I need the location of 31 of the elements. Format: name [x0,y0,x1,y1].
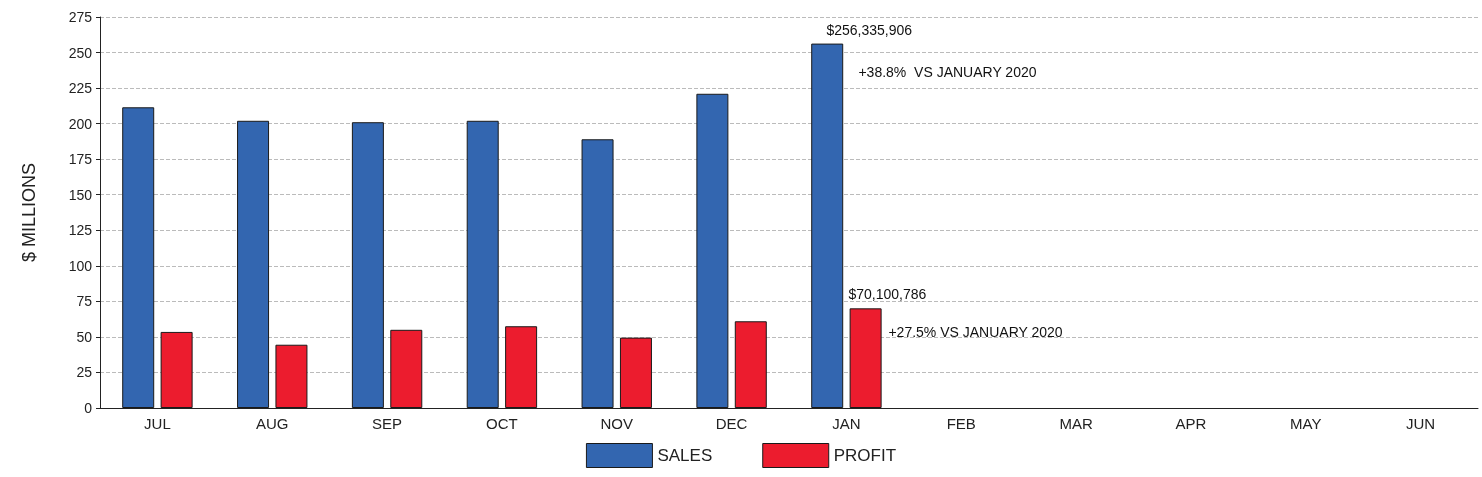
y-tick-label: 175 [68,151,93,168]
x-tick-label: MAY [1290,415,1322,432]
legend-label: PROFIT [833,446,897,465]
annotation: +27.5% VS JANUARY 2020 [888,324,1063,341]
y-tick-label: 250 [68,44,93,61]
x-tick-label: NOV [600,415,634,432]
annotation: $70,100,786 [848,286,927,303]
y-tick-label: 225 [68,80,93,97]
x-tick-label: FEB [946,415,976,432]
y-tick-label: 50 [76,328,93,345]
y-tick-label: 200 [68,115,93,132]
legend-label: SALES [657,446,713,465]
y-tick-label: 100 [68,257,93,274]
x-tick-label: JUL [144,415,171,432]
x-tick-label: JAN [832,415,861,432]
x-tick-label: OCT [486,415,518,432]
x-tick-label: JUN [1406,415,1436,432]
y-axis-title: $ MILLIONS [19,162,39,263]
x-tick-label: SEP [372,415,403,432]
y-tick-label: 0 [84,400,93,416]
x-tick-label: MAR [1059,415,1093,432]
annotation: $256,335,906 [826,21,913,38]
y-tick-label: 75 [76,293,93,310]
y-tick-label: 150 [68,186,93,203]
y-tick-label: 25 [76,364,93,381]
x-tick-label: DEC [715,415,748,432]
y-tick-label: 275 [68,9,93,25]
x-tick-label: APR [1175,415,1207,432]
y-tick-label: 125 [68,222,93,239]
x-tick-label: AUG [255,415,289,432]
annotation: +38.8% VS JANUARY 2020 [858,63,1037,80]
